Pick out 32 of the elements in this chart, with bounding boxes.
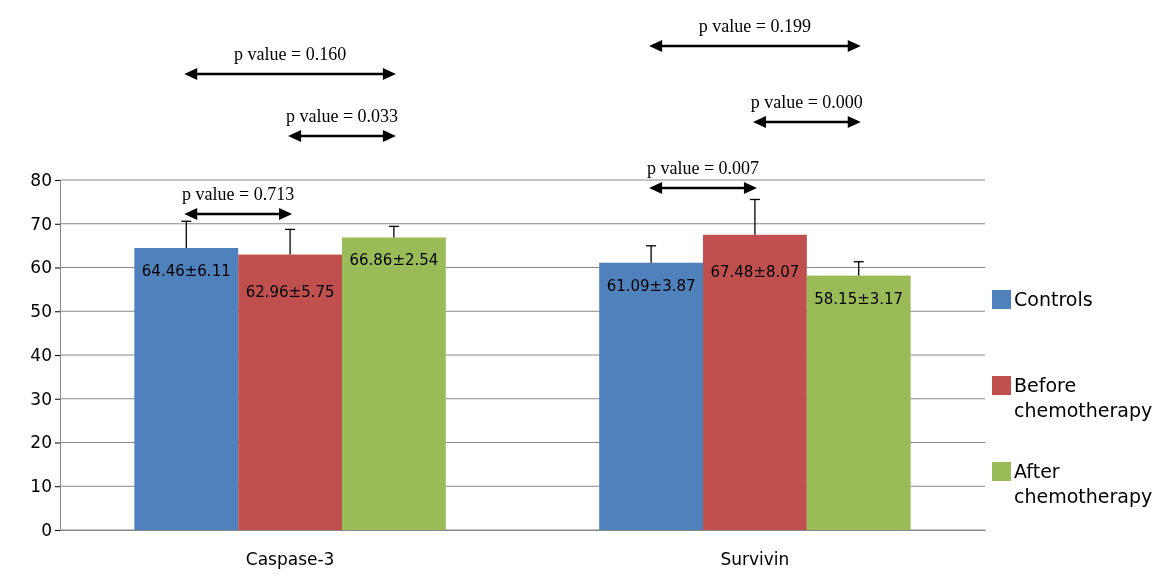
data-label: 58.15±3.17 [814, 289, 904, 308]
bar [703, 234, 807, 530]
text: p value = 0.000 [750, 92, 863, 112]
data-label: 62.96±5.75 [245, 282, 335, 301]
y-tick-label: 50 [30, 301, 52, 322]
bar [238, 254, 342, 530]
y-tick-label: 60 [30, 257, 52, 278]
x-tick-label: Caspase-3 [245, 549, 335, 570]
y-tick-label: 40 [30, 344, 52, 365]
data-label: 61.09±3.87 [606, 276, 696, 295]
legend-label: Before chemotherapy [1014, 374, 1153, 421]
y-tick-label: 20 [30, 432, 52, 453]
y-tick-label: 0 [41, 519, 52, 540]
bar [806, 275, 911, 530]
y-tick-label: 10 [30, 476, 52, 497]
text: p value = 0.199 [698, 16, 811, 36]
text: p value = 0.160 [234, 44, 347, 64]
data-label: 66.86±2.54 [349, 251, 439, 270]
bar [134, 247, 239, 530]
data-label: 64.46±6.11 [141, 261, 231, 280]
legend-label: Controls [1014, 288, 1093, 310]
y-tick-label: 80 [30, 169, 52, 190]
y-tick-label: 70 [30, 213, 52, 234]
text: p value = 0.033 [285, 106, 399, 126]
legend-label: After chemotherapy [1014, 460, 1153, 507]
annotation: p value = 0.713 [182, 184, 295, 204]
y-tick-label: 30 [30, 388, 52, 409]
x-tick-label: Survivin [720, 549, 790, 570]
data-label: 67.48±8.07 [710, 262, 800, 281]
bar [341, 237, 446, 530]
text: p value = 0.007 [646, 158, 760, 178]
bar [599, 262, 704, 530]
